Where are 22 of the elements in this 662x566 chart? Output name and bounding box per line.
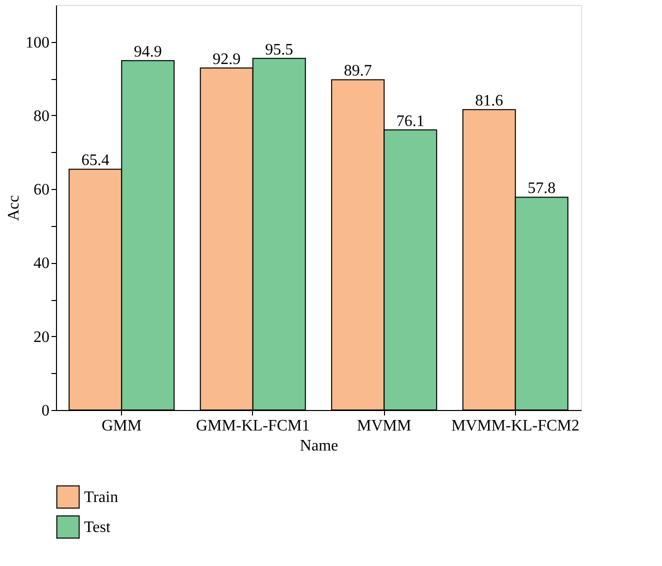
y-tick-label: 0	[42, 402, 50, 420]
x-tick-label: MVMM	[357, 418, 412, 434]
y-axis-title: Acc	[6, 195, 22, 221]
x-tick-label: GMM	[102, 418, 142, 434]
data-label: 92.9	[212, 50, 241, 68]
x-tick-label: MVMM-KL-FCM2	[451, 418, 580, 434]
data-label: 95.5	[265, 41, 294, 58]
data-label: 94.9	[134, 44, 162, 61]
x-axis-title: Name	[300, 438, 338, 454]
data-label: 57.8	[528, 180, 556, 198]
data-label: 76.1	[396, 112, 424, 130]
data-label: 81.6	[475, 92, 504, 110]
y-tick-label: 40	[34, 255, 50, 272]
data-label: 65.4	[81, 152, 110, 170]
legend-label: Train	[84, 489, 118, 506]
data-label: 89.7	[344, 62, 372, 80]
x-tick-label: GMM-KL-FCM1	[196, 418, 310, 434]
y-tick-label: 80	[34, 108, 50, 125]
y-tick-label: 20	[34, 328, 50, 346]
legend-label: Test	[84, 519, 111, 536]
y-tick-label: 100	[26, 34, 50, 52]
y-tick-label: 60	[34, 182, 50, 199]
